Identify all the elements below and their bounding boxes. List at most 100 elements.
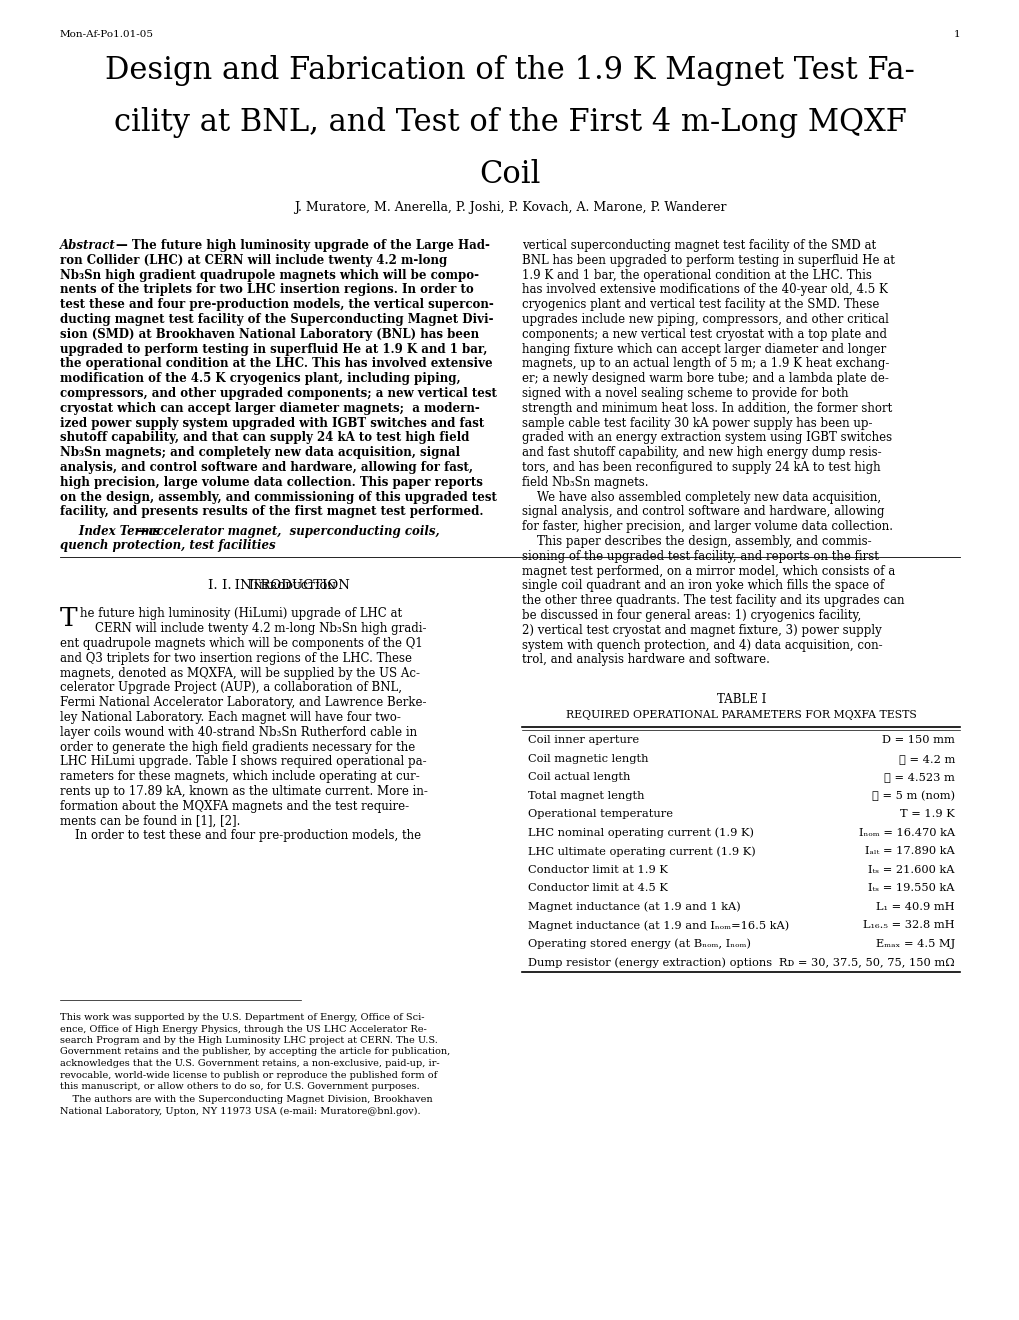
Text: BNL has been upgraded to perform testing in superfluid He at: BNL has been upgraded to perform testing…: [522, 253, 895, 267]
Text: Nb₃Sn high gradient quadrupole magnets which will be compo-: Nb₃Sn high gradient quadrupole magnets w…: [60, 268, 479, 281]
Text: Magnet inductance (at 1.9 and 1 kA): Magnet inductance (at 1.9 and 1 kA): [527, 902, 740, 912]
Text: search Program and by the High Luminosity LHC project at CERN. The U.S.: search Program and by the High Luminosit…: [60, 1036, 437, 1045]
Text: the other three quadrants. The test facility and its upgrades can: the other three quadrants. The test faci…: [522, 594, 904, 607]
Text: Rᴅ = 30, 37.5, 50, 75, 150 mΩ: Rᴅ = 30, 37.5, 50, 75, 150 mΩ: [779, 957, 954, 968]
Text: TABLE I: TABLE I: [716, 693, 765, 706]
Text: upgraded to perform testing in superfluid He at 1.9 K and 1 bar,: upgraded to perform testing in superflui…: [60, 343, 487, 355]
Text: high precision, large volume data collection. This paper reports: high precision, large volume data collec…: [60, 475, 482, 488]
Text: sample cable test facility 30 kA power supply has been up-: sample cable test facility 30 kA power s…: [522, 417, 872, 429]
Text: Coil actual length: Coil actual length: [527, 772, 630, 783]
Text: Iₜₛ = 19.550 kA: Iₜₛ = 19.550 kA: [867, 883, 954, 894]
Text: sioning of the upgraded test facility, and reports on the first: sioning of the upgraded test facility, a…: [522, 550, 878, 562]
Text: Abstract: Abstract: [60, 239, 115, 252]
Text: Mon-Af-Po1.01-05: Mon-Af-Po1.01-05: [60, 30, 154, 40]
Text: Coil magnetic length: Coil magnetic length: [527, 754, 647, 764]
Text: acknowledges that the U.S. Government retains, a non-exclusive, paid-up, ir-: acknowledges that the U.S. Government re…: [60, 1059, 439, 1068]
Text: shutoff capability, and that can supply 24 kA to test high field: shutoff capability, and that can supply …: [60, 432, 469, 445]
Text: ley National Laboratory. Each magnet will have four two-: ley National Laboratory. Each magnet wil…: [60, 711, 400, 725]
Text: er; a newly designed warm bore tube; and a lambda plate de-: er; a newly designed warm bore tube; and…: [522, 372, 889, 385]
Text: 2) vertical test cryostat and magnet fixture, 3) power supply: 2) vertical test cryostat and magnet fix…: [522, 624, 881, 636]
Text: order to generate the high field gradients necessary for the: order to generate the high field gradien…: [60, 741, 415, 754]
Text: signed with a novel sealing scheme to provide for both: signed with a novel sealing scheme to pr…: [522, 387, 848, 400]
Text: Total magnet length: Total magnet length: [527, 791, 643, 801]
Text: on the design, assembly, and commissioning of this upgraded test: on the design, assembly, and commissioni…: [60, 491, 496, 504]
Text: Fermi National Accelerator Laboratory, and Lawrence Berke-: Fermi National Accelerator Laboratory, a…: [60, 696, 426, 709]
Text: analysis, and control software and hardware, allowing for fast,: analysis, and control software and hardw…: [60, 461, 473, 474]
Text: Conductor limit at 4.5 K: Conductor limit at 4.5 K: [527, 883, 666, 894]
Text: Conductor limit at 1.9 K: Conductor limit at 1.9 K: [527, 865, 666, 875]
Text: LHC nominal operating current (1.9 K): LHC nominal operating current (1.9 K): [527, 828, 753, 838]
Text: rents up to 17.89 kA, known as the ultimate current. More in-: rents up to 17.89 kA, known as the ultim…: [60, 785, 427, 799]
Text: compressors, and other upgraded components; a new vertical test: compressors, and other upgraded componen…: [60, 387, 496, 400]
Text: LHC HiLumi upgrade. Table I shows required operational pa-: LHC HiLumi upgrade. Table I shows requir…: [60, 755, 426, 768]
Text: system with quench protection, and 4) data acquisition, con-: system with quench protection, and 4) da…: [522, 639, 882, 652]
Text: REQUIRED OPERATIONAL PARAMETERS FOR MQXFA TESTS: REQUIRED OPERATIONAL PARAMETERS FOR MQXF…: [566, 710, 916, 721]
Text: We have also assembled completely new data acquisition,: We have also assembled completely new da…: [522, 491, 880, 504]
Text: facility, and presents results of the first magnet test performed.: facility, and presents results of the fi…: [60, 506, 483, 519]
Text: field Nb₃Sn magnets.: field Nb₃Sn magnets.: [522, 475, 648, 488]
Text: strength and minimum heat loss. In addition, the former short: strength and minimum heat loss. In addit…: [522, 401, 892, 414]
Text: magnet test performed, on a mirror model, which consists of a: magnet test performed, on a mirror model…: [522, 565, 895, 578]
Text: cility at BNL, and Test of the First 4 m-Long MQXF: cility at BNL, and Test of the First 4 m…: [113, 107, 906, 139]
Text: has involved extensive modifications of the 40-year old, 4.5 K: has involved extensive modifications of …: [522, 284, 888, 297]
Text: signal analysis, and control software and hardware, allowing: signal analysis, and control software an…: [522, 506, 884, 519]
Text: graded with an energy extraction system using IGBT switches: graded with an energy extraction system …: [522, 432, 892, 445]
Text: Index Terms: Index Terms: [60, 524, 160, 537]
Text: ron Collider (LHC) at CERN will include twenty 4.2 m-long: ron Collider (LHC) at CERN will include …: [60, 253, 446, 267]
Text: tors, and has been reconfigured to supply 24 kA to test high: tors, and has been reconfigured to suppl…: [522, 461, 880, 474]
Text: Coil inner aperture: Coil inner aperture: [527, 735, 638, 746]
Text: Dump resistor (energy extraction) options: Dump resistor (energy extraction) option…: [527, 957, 770, 968]
Text: —accelerator magnet,  superconducting coils,: —accelerator magnet, superconducting coi…: [137, 524, 439, 537]
Text: magnets, denoted as MQXFA, will be supplied by the US Ac-: magnets, denoted as MQXFA, will be suppl…: [60, 667, 420, 680]
Text: ent quadrupole magnets which will be components of the Q1: ent quadrupole magnets which will be com…: [60, 638, 422, 649]
Text: Magnet inductance (at 1.9 and Iₙₒₘ=16.5 kA): Magnet inductance (at 1.9 and Iₙₒₘ=16.5 …: [527, 920, 788, 931]
Text: In order to test these and four pre-production models, the: In order to test these and four pre-prod…: [60, 829, 421, 842]
Text: D = 150 mm: D = 150 mm: [881, 735, 954, 746]
Text: the operational condition at the LHC. This has involved extensive: the operational condition at the LHC. Th…: [60, 358, 492, 371]
Text: magnets, up to an actual length of 5 m; a 1.9 K heat exchang-: magnets, up to an actual length of 5 m; …: [522, 358, 889, 371]
Text: Iₜₛ = 21.600 kA: Iₜₛ = 21.600 kA: [867, 865, 954, 875]
Text: 1.9 K and 1 bar, the operational condition at the LHC. This: 1.9 K and 1 bar, the operational conditi…: [522, 268, 871, 281]
Text: T: T: [60, 606, 77, 631]
Text: quench protection, test facilities: quench protection, test facilities: [60, 540, 275, 553]
Text: Iₙₒₘ = 16.470 kA: Iₙₒₘ = 16.470 kA: [858, 828, 954, 838]
Text: trol, and analysis hardware and software.: trol, and analysis hardware and software…: [522, 653, 769, 667]
Text: LHC ultimate operating current (1.9 K): LHC ultimate operating current (1.9 K): [527, 846, 754, 857]
Text: sion (SMD) at Brookhaven National Laboratory (BNL) has been: sion (SMD) at Brookhaven National Labora…: [60, 327, 479, 341]
Text: This paper describes the design, assembly, and commis-: This paper describes the design, assembl…: [522, 535, 871, 548]
Text: modification of the 4.5 K cryogenics plant, including piping,: modification of the 4.5 K cryogenics pla…: [60, 372, 461, 385]
Text: vertical superconducting magnet test facility of the SMD at: vertical superconducting magnet test fac…: [522, 239, 875, 252]
Text: ℓ = 4.2 m: ℓ = 4.2 m: [898, 754, 954, 764]
Text: layer coils wound with 40-strand Nb₃Sn Rutherford cable in: layer coils wound with 40-strand Nb₃Sn R…: [60, 726, 417, 739]
Text: I.    Iɴᴛʀᴏᴅᴜᴄᴛɪᴏɴ: I. Iɴᴛʀᴏᴅᴜᴄᴛɪᴏɴ: [221, 579, 335, 593]
Text: and Q3 triplets for two insertion regions of the LHC. These: and Q3 triplets for two insertion region…: [60, 652, 412, 665]
Text: Iₐₗₜ = 17.890 kA: Iₐₗₜ = 17.890 kA: [864, 846, 954, 857]
Text: be discussed in four general areas: 1) cryogenics facility,: be discussed in four general areas: 1) c…: [522, 609, 861, 622]
Text: hanging fixture which can accept larger diameter and longer: hanging fixture which can accept larger …: [522, 343, 886, 355]
Text: J. Muratore, M. Anerella, P. Joshi, P. Kovach, A. Marone, P. Wanderer: J. Muratore, M. Anerella, P. Joshi, P. K…: [293, 201, 726, 214]
Text: this manuscript, or allow others to do so, for U.S. Government purposes.: this manuscript, or allow others to do s…: [60, 1082, 420, 1092]
Text: Government retains and the publisher, by accepting the article for publication,: Government retains and the publisher, by…: [60, 1048, 449, 1056]
Text: revocable, world-wide license to publish or reproduce the published form of: revocable, world-wide license to publish…: [60, 1071, 437, 1080]
Text: and fast shutoff capability, and new high energy dump resis-: and fast shutoff capability, and new hig…: [522, 446, 881, 459]
Text: Eₘₐₓ = 4.5 MJ: Eₘₐₓ = 4.5 MJ: [875, 939, 954, 949]
Text: ℓ = 4.523 m: ℓ = 4.523 m: [883, 772, 954, 783]
Text: 1: 1: [953, 30, 959, 40]
Text: — The future high luminosity upgrade of the Large Had-: — The future high luminosity upgrade of …: [116, 239, 490, 252]
Text: I.    INTRODUCTION: I. INTRODUCTION: [208, 579, 350, 593]
Text: This work was supported by the U.S. Department of Energy, Office of Sci-: This work was supported by the U.S. Depa…: [60, 1012, 424, 1022]
Text: upgrades include new piping, compressors, and other critical: upgrades include new piping, compressors…: [522, 313, 889, 326]
Text: Operational temperature: Operational temperature: [527, 809, 672, 820]
Text: rameters for these magnets, which include operating at cur-: rameters for these magnets, which includ…: [60, 771, 420, 783]
Text: celerator Upgrade Project (AUP), a collaboration of BNL,: celerator Upgrade Project (AUP), a colla…: [60, 681, 401, 694]
Text: ℓ = 5 m (nom): ℓ = 5 m (nom): [871, 791, 954, 801]
Text: Design and Fabrication of the 1.9 K Magnet Test Fa-: Design and Fabrication of the 1.9 K Magn…: [105, 55, 914, 86]
Text: CERN will include twenty 4.2 m-long Nb₃Sn high gradi-: CERN will include twenty 4.2 m-long Nb₃S…: [79, 622, 426, 635]
Text: National Laboratory, Upton, NY 11973 USA (e-mail: Muratore@bnl.gov).: National Laboratory, Upton, NY 11973 USA…: [60, 1107, 420, 1117]
Text: he future high luminosity (HiLumi) upgrade of LHC at: he future high luminosity (HiLumi) upgra…: [79, 607, 401, 620]
Text: ence, Office of High Energy Physics, through the US LHC Accelerator Re-: ence, Office of High Energy Physics, thr…: [60, 1024, 426, 1034]
Text: cryogenics plant and vertical test facility at the SMD. These: cryogenics plant and vertical test facil…: [522, 298, 879, 312]
Text: formation about the MQXFA magnets and the test require-: formation about the MQXFA magnets and th…: [60, 800, 409, 813]
Text: for faster, higher precision, and larger volume data collection.: for faster, higher precision, and larger…: [522, 520, 893, 533]
Text: ducting magnet test facility of the Superconducting Magnet Divi-: ducting magnet test facility of the Supe…: [60, 313, 493, 326]
